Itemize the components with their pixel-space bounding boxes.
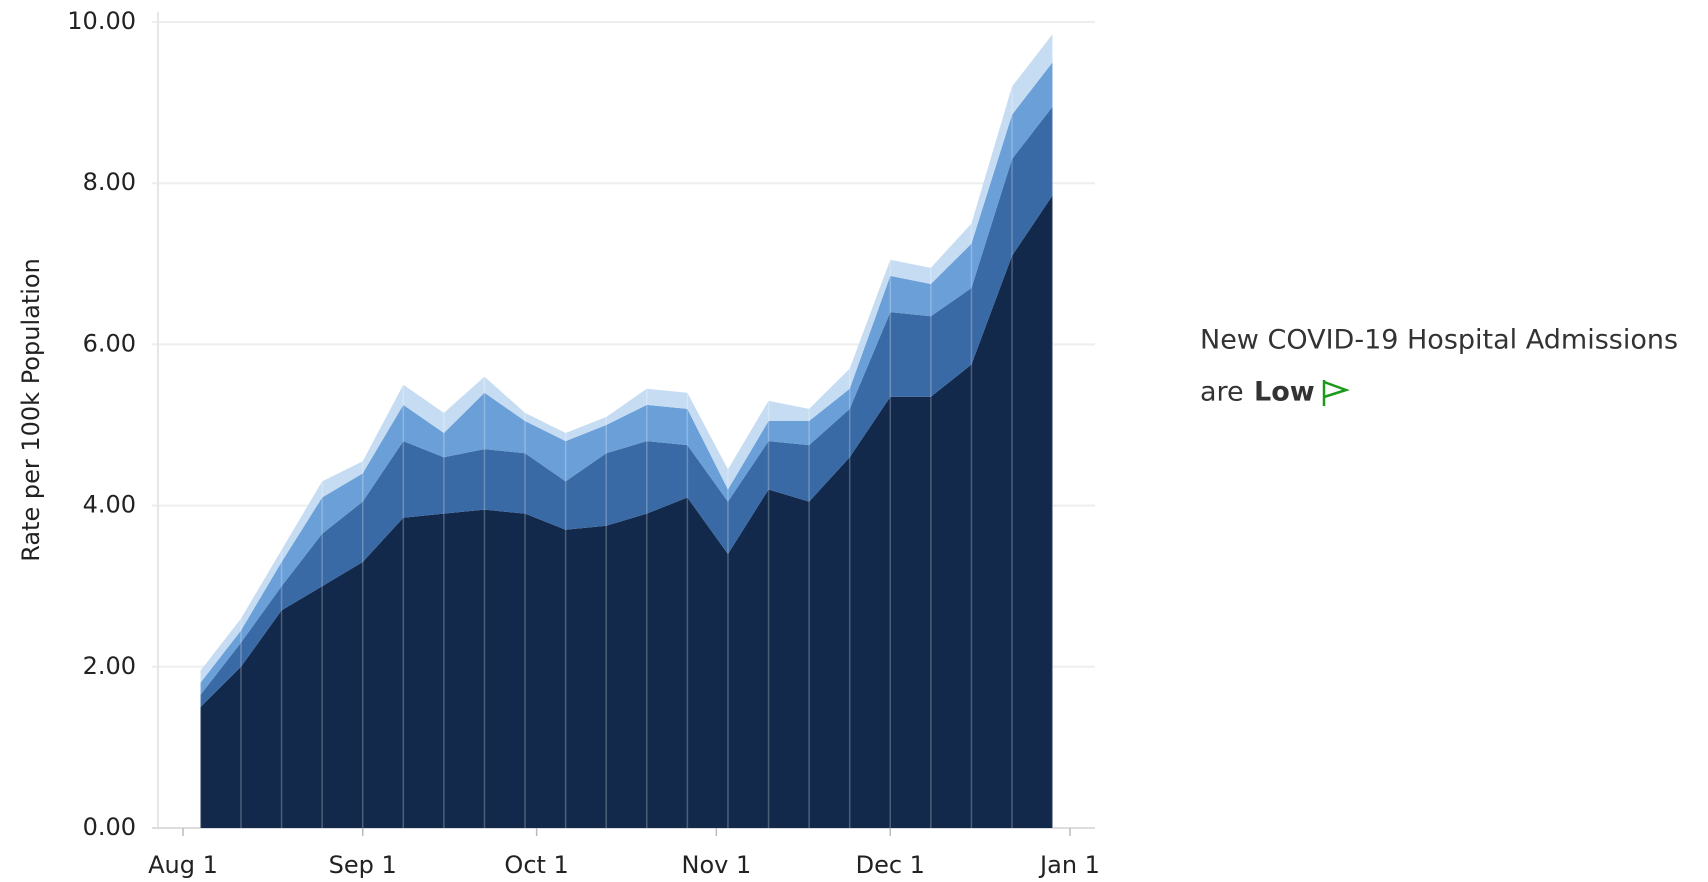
y-tick-label: 10.00 <box>67 7 136 35</box>
y-tick-label: 6.00 <box>83 329 136 357</box>
x-tick-label: Oct 1 <box>504 851 568 879</box>
x-tick-label: Dec 1 <box>856 851 925 879</box>
annotation-line: New COVID-19 Hospital Admissions <box>1200 325 1678 356</box>
y-tick-label: 8.00 <box>83 168 136 196</box>
area-layer <box>200 106 1053 708</box>
x-tick-label: Nov 1 <box>681 851 751 879</box>
annotation-prefix: are <box>1200 377 1244 408</box>
x-tick-label: Jan 1 <box>1038 851 1100 879</box>
annotation-level: Low <box>1254 377 1315 408</box>
y-tick-label: 4.00 <box>83 491 136 519</box>
y-tick-label: 0.00 <box>83 813 136 841</box>
y-axis-title: Rate per 100k Population <box>17 258 45 562</box>
x-tick-label: Sep 1 <box>329 851 397 879</box>
plot-area: 0.00 2.00 4.00 6.00 8.00 10.00 Aug 1 Sep 1 Oct 1… <box>67 7 1100 879</box>
y-tick-label: 2.00 <box>83 652 136 680</box>
area-layer <box>200 195 1053 829</box>
flag-icon <box>1322 380 1350 406</box>
x-tick-label: Aug 1 <box>148 851 218 879</box>
flag-cloth <box>1323 380 1350 399</box>
